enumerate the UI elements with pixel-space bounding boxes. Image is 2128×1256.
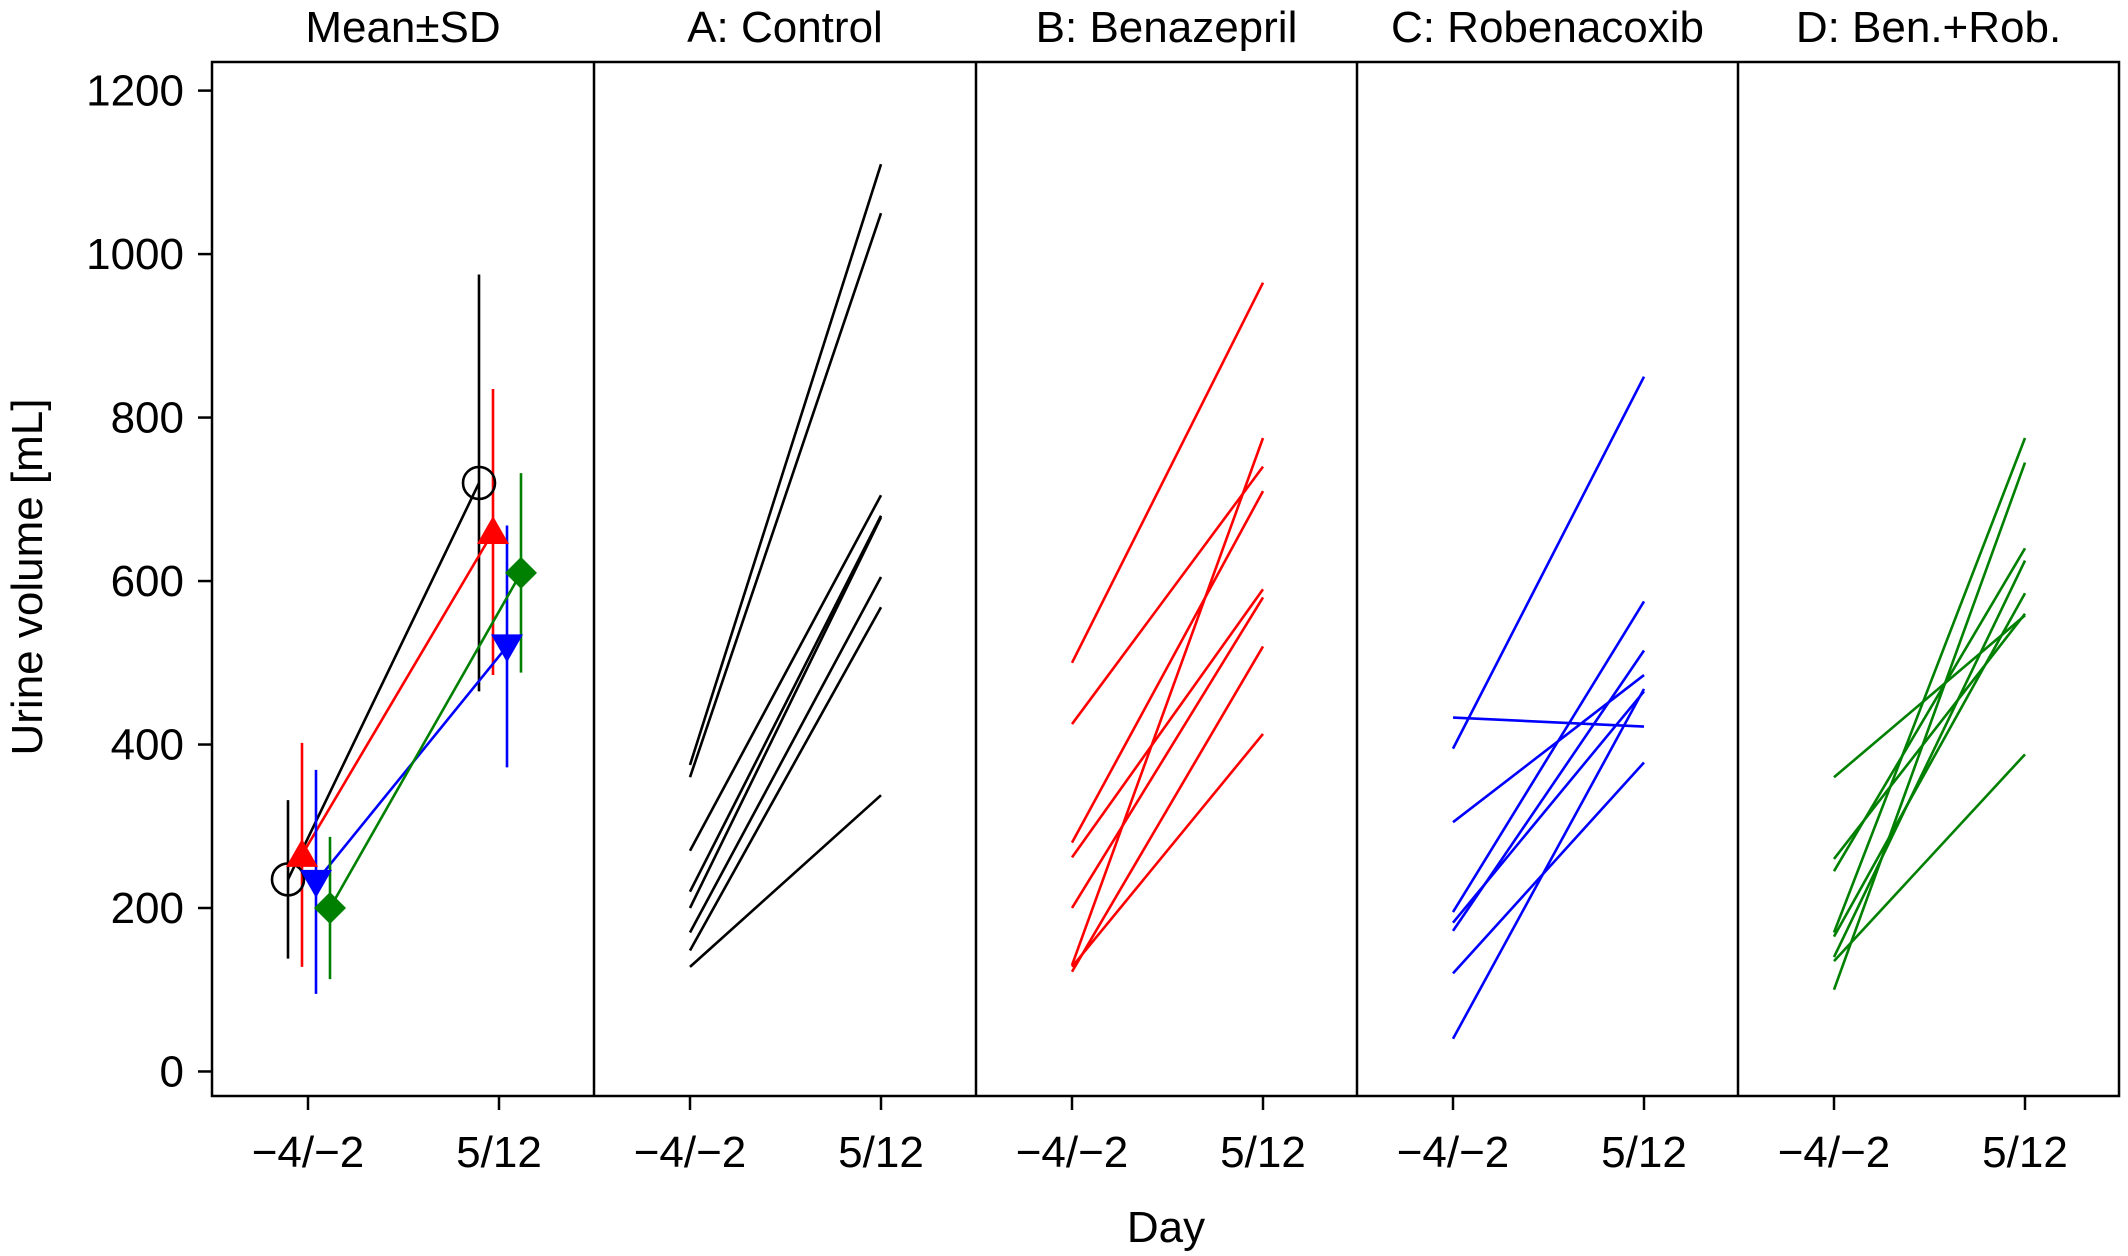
- panel-4-lines: [1832, 437, 2027, 991]
- series-line: [1452, 761, 1645, 975]
- series-line: [1070, 490, 1265, 844]
- mean-marker: [477, 516, 509, 544]
- plot-frame: [210, 60, 2121, 1098]
- x-tick-label: 5/12: [1982, 1128, 2068, 1177]
- x-tick-label: 5/12: [838, 1128, 924, 1177]
- series-line: [1070, 588, 1265, 859]
- series-line: [1833, 614, 2026, 779]
- axes-layer: 0 200 400 600 800 1000 1200 −4/−2 5/12 Mean±SD −4/…: [86, 3, 2121, 1177]
- panel-title: D: Ben.+Rob.: [1796, 3, 2061, 52]
- mean-line: [328, 572, 523, 909]
- series-line: [1451, 376, 1646, 750]
- mean-sd-panel: [270, 274, 537, 994]
- y-tick-label: 200: [111, 884, 184, 933]
- mean-line: [286, 482, 481, 880]
- panel-title: C: Robenacoxib: [1391, 3, 1704, 52]
- mean-marker: [491, 634, 523, 663]
- series-line: [1832, 462, 2027, 991]
- series-line: [1451, 600, 1646, 913]
- y-tick-label: 1000: [86, 230, 184, 279]
- series-line: [688, 606, 883, 952]
- panel-title: A: Control: [687, 3, 883, 52]
- x-tick-label: 5/12: [1220, 1128, 1306, 1177]
- x-tick-label: −4/−2: [1016, 1128, 1129, 1177]
- y-tick-label: 800: [111, 394, 184, 443]
- series-line: [1832, 437, 2027, 933]
- mean-line: [300, 531, 495, 856]
- series-line: [1070, 282, 1265, 664]
- mean-marker: [505, 556, 537, 589]
- series-line: [689, 794, 882, 968]
- series-line: [688, 212, 883, 778]
- x-tick-label: 5/12: [1601, 1128, 1687, 1177]
- panels-layer: [270, 163, 2027, 1040]
- y-tick-label: 600: [111, 557, 184, 606]
- x-tick-label: −4/−2: [1397, 1128, 1510, 1177]
- x-tick-label: −4/−2: [1778, 1128, 1891, 1177]
- series-line: [688, 494, 883, 852]
- y-tick-label: 1200: [86, 67, 184, 116]
- y-tick-label: 400: [111, 721, 184, 770]
- series-line: [1070, 645, 1265, 973]
- panel-2-lines: [1070, 282, 1265, 973]
- series-line: [1832, 547, 2027, 872]
- x-tick-label: 5/12: [456, 1128, 542, 1177]
- panel-1-lines: [688, 163, 883, 968]
- series-line: [1451, 649, 1646, 932]
- panel-title: Mean±SD: [305, 3, 500, 52]
- series-line: [1832, 560, 2027, 958]
- series-line: [688, 515, 883, 893]
- mean-marker: [300, 869, 332, 898]
- x-tick-label: −4/−2: [634, 1128, 747, 1177]
- series-line: [1452, 674, 1645, 824]
- x-axis-label: Day: [1127, 1203, 1205, 1252]
- series-line: [1833, 753, 2026, 963]
- series-line: [688, 516, 883, 909]
- series-line: [1070, 437, 1265, 966]
- series-line: [688, 163, 883, 766]
- y-tick-label: 0: [160, 1047, 184, 1096]
- mean-marker: [286, 838, 318, 867]
- series-line: [1070, 465, 1265, 725]
- panel-title: B: Benazepril: [1036, 3, 1298, 52]
- x-tick-label: −4/−2: [252, 1128, 365, 1177]
- series-line: [1452, 716, 1645, 728]
- mean-marker: [461, 465, 497, 501]
- mean-marker: [314, 892, 346, 924]
- series-line: [688, 576, 883, 934]
- series-line: [1451, 688, 1646, 1040]
- series-line: [1070, 596, 1265, 909]
- series-line: [1070, 733, 1265, 968]
- y-axis-label: Urine volume [mL]: [3, 398, 52, 755]
- panel-3-lines: [1451, 376, 1646, 1040]
- series-line: [1832, 592, 2027, 938]
